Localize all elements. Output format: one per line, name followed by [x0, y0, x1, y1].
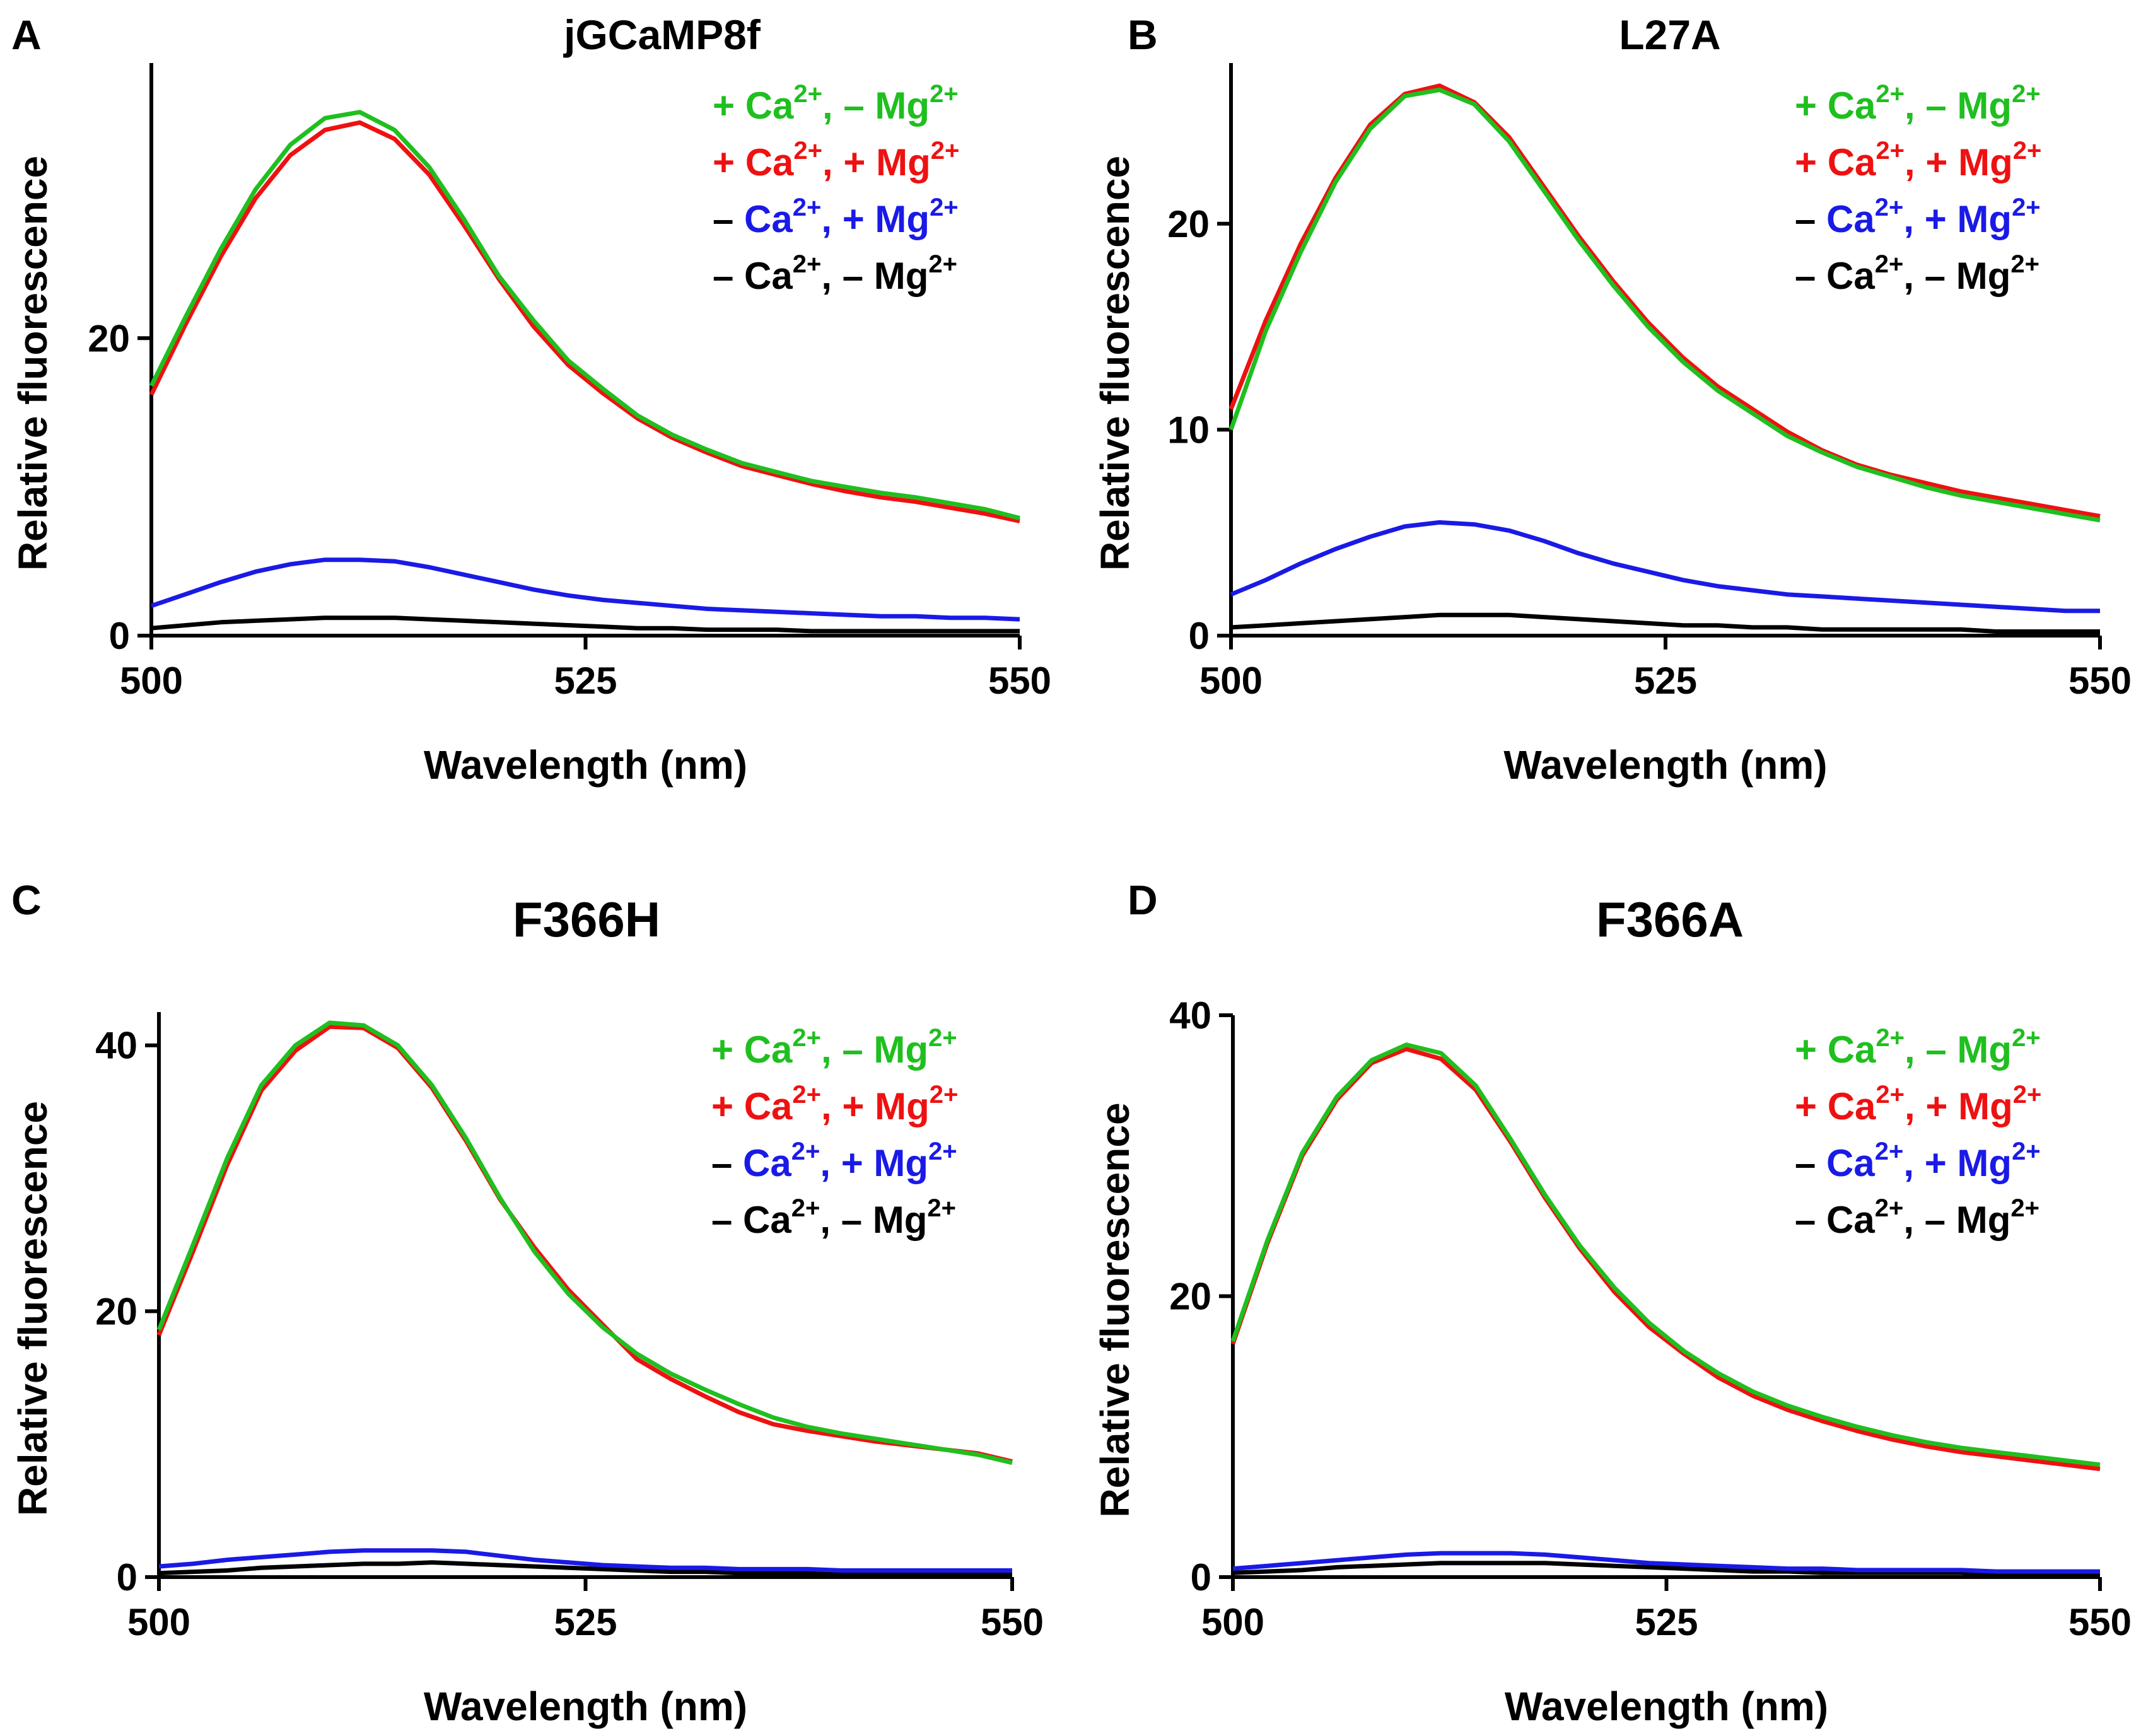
x-axis-label: Wavelength (nm): [424, 742, 747, 788]
series-line-ca-plus-mg-minus: [1230, 1042, 2101, 1467]
x-axis-label: Wavelength (nm): [1505, 1684, 1828, 1729]
series-line-ca-plus-mg-plus: [1230, 1047, 2101, 1471]
series-line-ca-minus-mg-plus: [1232, 1551, 2100, 1574]
x-tick-label: 525: [1634, 660, 1697, 702]
y-tick-label: 20: [1167, 203, 1210, 245]
series-line-ca-minus-mg-minus: [158, 1560, 1012, 1577]
y-tick-label: 20: [1169, 1276, 1211, 1318]
panel-title: L27A: [1619, 11, 1720, 58]
legend-entry: + Ca2+, + Mg2+: [1795, 137, 2041, 184]
y-tick-label: 10: [1167, 409, 1210, 451]
x-tick-label: 525: [1635, 1601, 1698, 1643]
legend: + Ca2+, – Mg2+ + Ca2+, + Mg2+ – Ca2+, + Mg…: [711, 1024, 958, 1241]
legend-entry: – Ca2+, + Mg2+: [1795, 1138, 2041, 1184]
legend-entry: – Ca2+, – Mg2+: [1795, 1194, 2039, 1241]
legend-entry: – Ca2+, – Mg2+: [1795, 250, 2039, 297]
legend-entry: – Ca2+, – Mg2+: [711, 1194, 956, 1241]
legend-entry: – Ca2+, + Mg2+: [713, 194, 959, 240]
panel-b: B L27A 500 525 550 0 10 20 Wavelength (nm) Relati…: [1092, 11, 2132, 788]
legend-entry: + Ca2+, – Mg2+: [713, 80, 959, 127]
series-line-ca-plus-mg-plus: [156, 1024, 1013, 1464]
y-tick-label: 0: [1191, 1556, 1211, 1599]
panel-title: F366A: [1596, 892, 1744, 947]
x-axis-label: Wavelength (nm): [424, 1684, 747, 1729]
x-tick-label: 550: [988, 660, 1051, 702]
series-line-ca-plus-mg-minus: [1228, 88, 2101, 523]
y-tick-label: 40: [1169, 994, 1211, 1037]
y-tick-label: 0: [1189, 615, 1210, 657]
x-tick-label: 500: [1201, 1601, 1264, 1643]
legend: + Ca2+, – Mg2+ + Ca2+, + Mg2+ – Ca2+, + Mg…: [713, 80, 959, 297]
y-tick-label: 0: [109, 615, 130, 657]
series-line-ca-plus-mg-minus: [156, 1020, 1013, 1465]
y-tick-label: 20: [95, 1290, 137, 1332]
legend-entry: + Ca2+, + Mg2+: [713, 137, 959, 184]
series-line-ca-minus-mg-minus: [1232, 1561, 2100, 1576]
legend-entry: + Ca2+, + Mg2+: [711, 1081, 958, 1127]
panel-letter: A: [11, 11, 42, 58]
series-line-ca-minus-mg-plus: [1230, 520, 2100, 614]
panel-c: C F366H 500 525 550 0 20 40 Wavelength (nm) Relat…: [10, 877, 1044, 1729]
legend: + Ca2+, – Mg2+ + Ca2+, + Mg2+ – Ca2+, + Mg…: [1795, 1024, 2041, 1241]
y-tick-label: 20: [88, 317, 130, 359]
panel-title: F366H: [513, 892, 660, 947]
x-tick-label: 500: [127, 1601, 190, 1643]
y-axis-label: Relative fluorescence: [1092, 156, 1138, 571]
y-tick-label: 0: [117, 1556, 137, 1599]
legend-entry: – Ca2+, + Mg2+: [1795, 194, 2041, 240]
series-line-ca-minus-mg-minus: [151, 615, 1020, 634]
legend: + Ca2+, – Mg2+ + Ca2+, + Mg2+ – Ca2+, + Mg…: [1795, 80, 2041, 297]
series-line-ca-plus-mg-minus: [149, 110, 1020, 521]
x-tick-label: 500: [1199, 660, 1263, 702]
y-tick-label: 40: [95, 1025, 137, 1067]
series-line-ca-minus-mg-minus: [1230, 612, 2100, 634]
y-axis-label: Relative fluorescence: [10, 1101, 55, 1516]
panel-d: D F366A 500 525 550 0 20 40 Wavelength (nm) Relat…: [1092, 877, 2132, 1729]
x-tick-label: 525: [554, 1601, 617, 1643]
x-tick-label: 500: [120, 660, 183, 702]
panel-letter: B: [1128, 11, 1158, 58]
legend-entry: + Ca2+, + Mg2+: [1795, 1081, 2041, 1127]
panel-letter: C: [11, 877, 42, 923]
x-tick-label: 550: [2068, 1601, 2132, 1643]
x-axis-label: Wavelength (nm): [1503, 742, 1827, 788]
series-line-ca-plus-mg-plus: [149, 120, 1020, 523]
y-axis-label: Relative fluorescence: [1092, 1102, 1138, 1517]
series-line-ca-minus-mg-plus: [150, 557, 1020, 622]
legend-entry: – Ca2+, + Mg2+: [711, 1138, 957, 1184]
y-axis-label: Relative fluorescence: [10, 156, 55, 571]
legend-entry: + Ca2+, – Mg2+: [1795, 80, 2041, 127]
legend-entry: – Ca2+, – Mg2+: [713, 250, 957, 297]
x-tick-label: 550: [981, 1601, 1044, 1643]
series-line-ca-plus-mg-plus: [1228, 83, 2101, 519]
panel-letter: D: [1128, 877, 1158, 923]
legend-entry: + Ca2+, – Mg2+: [711, 1024, 957, 1071]
panel-title: jGCaMP8f: [563, 11, 761, 58]
x-tick-label: 550: [2068, 660, 2132, 702]
x-tick-label: 525: [554, 660, 617, 702]
series-line-ca-minus-mg-plus: [158, 1548, 1012, 1573]
legend-entry: + Ca2+, – Mg2+: [1795, 1024, 2041, 1071]
